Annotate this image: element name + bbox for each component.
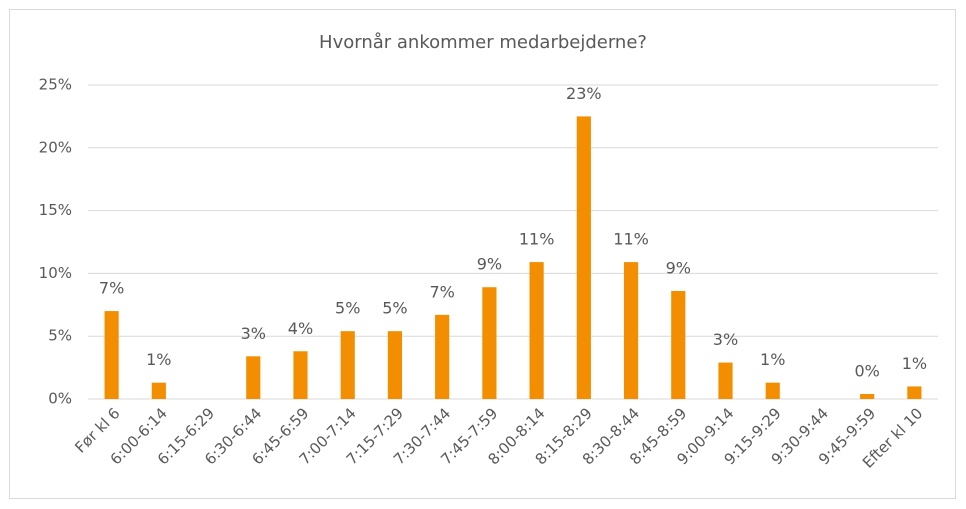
data-label: 7% [429, 282, 454, 301]
data-label: 11% [519, 230, 555, 249]
data-label: 5% [335, 299, 360, 318]
data-label: 1% [902, 354, 927, 373]
data-label: 9% [666, 258, 691, 277]
bar [860, 393, 875, 399]
bar [387, 331, 403, 399]
data-label: 0% [854, 361, 879, 380]
bar [293, 351, 308, 399]
data-label: 1% [146, 350, 171, 369]
bar [718, 362, 733, 399]
bar [907, 386, 922, 399]
y-tick-label: 20% [39, 138, 72, 156]
bar [104, 311, 119, 399]
data-label: 5% [382, 299, 407, 318]
bar [671, 290, 686, 399]
data-label: 1% [760, 350, 785, 369]
chart-border [9, 9, 956, 499]
y-tick-label: 10% [39, 264, 72, 282]
bar [246, 356, 261, 399]
bar [765, 382, 780, 399]
data-label: 3% [241, 324, 266, 343]
bar [529, 262, 544, 399]
bar [435, 314, 450, 399]
data-label: 11% [613, 230, 649, 249]
data-label: 4% [288, 319, 313, 338]
y-tick-label: 0% [48, 390, 72, 408]
data-label: 7% [99, 279, 124, 298]
data-label: 3% [713, 330, 738, 349]
bar [151, 382, 166, 399]
chart-title: Hvornår ankommer medarbejderne? [319, 32, 647, 53]
data-label: 23% [566, 84, 602, 103]
bar [623, 262, 639, 399]
bar [482, 287, 497, 399]
y-tick-label: 25% [39, 76, 72, 94]
bar [340, 331, 355, 399]
y-tick-label: 5% [48, 327, 72, 345]
data-label: 9% [477, 255, 502, 274]
y-tick-label: 15% [39, 201, 72, 219]
bar [576, 116, 591, 400]
